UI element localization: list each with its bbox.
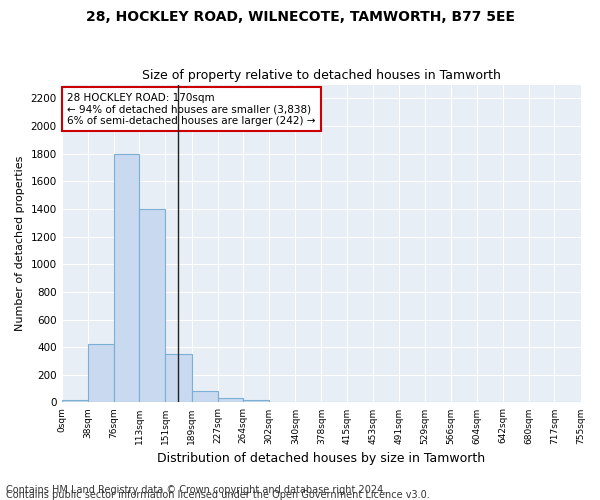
Bar <box>243 400 269 402</box>
Bar <box>218 398 243 402</box>
Text: 28 HOCKLEY ROAD: 170sqm
← 94% of detached houses are smaller (3,838)
6% of semi-: 28 HOCKLEY ROAD: 170sqm ← 94% of detache… <box>67 92 316 126</box>
Bar <box>166 354 191 403</box>
Text: Contains public sector information licensed under the Open Government Licence v3: Contains public sector information licen… <box>6 490 430 500</box>
Bar <box>88 344 114 403</box>
Bar <box>62 400 88 402</box>
Bar <box>139 209 166 402</box>
Text: Contains HM Land Registry data © Crown copyright and database right 2024.: Contains HM Land Registry data © Crown c… <box>6 485 386 495</box>
Y-axis label: Number of detached properties: Number of detached properties <box>15 156 25 331</box>
Title: Size of property relative to detached houses in Tamworth: Size of property relative to detached ho… <box>142 69 500 82</box>
Text: 28, HOCKLEY ROAD, WILNECOTE, TAMWORTH, B77 5EE: 28, HOCKLEY ROAD, WILNECOTE, TAMWORTH, B… <box>86 10 515 24</box>
Bar <box>191 392 218 402</box>
X-axis label: Distribution of detached houses by size in Tamworth: Distribution of detached houses by size … <box>157 452 485 465</box>
Bar <box>114 154 139 402</box>
